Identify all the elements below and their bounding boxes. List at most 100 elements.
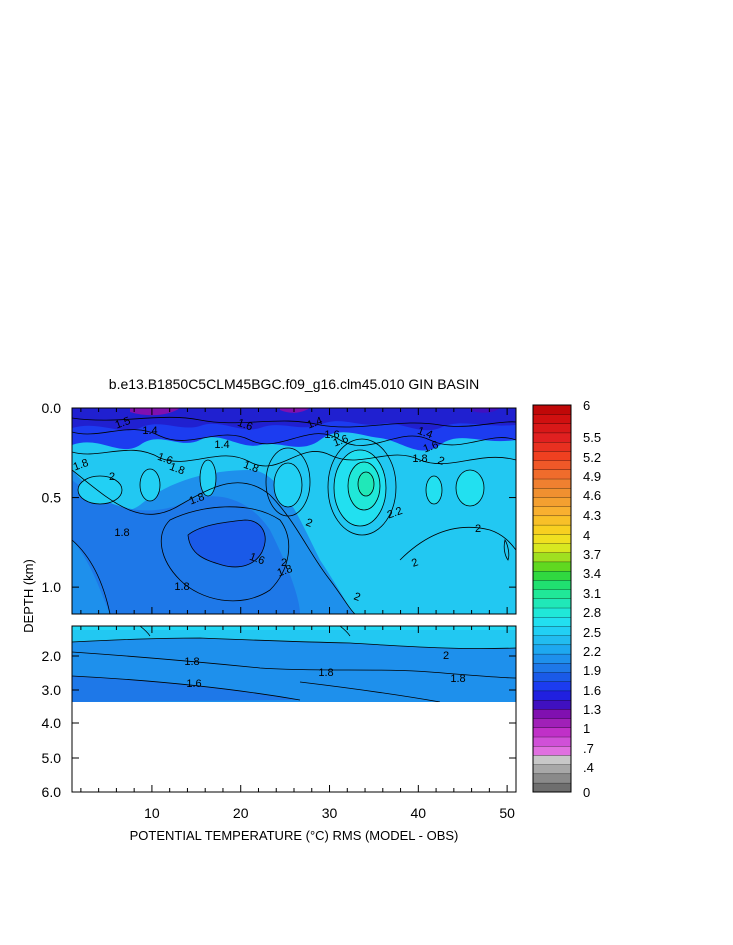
colorbar-label: 1 [583,721,590,736]
contour-label: 2 [109,471,115,483]
x-tick-label: 50 [499,805,515,821]
colorbar-label: 1.3 [583,702,601,717]
colorbar-swatch [532,524,572,535]
contour-label: 1.8 [168,461,186,478]
colorbar-swatch [532,745,572,756]
colorbar [532,404,572,793]
colorbar-label: 5.2 [583,450,601,465]
contour-label: 1.4 [214,439,229,451]
contour-label: 2 [410,556,420,569]
contour-label: 1.8 [318,667,333,679]
colorbar-swatch [532,782,572,793]
x-axis-label: POTENTIAL TEMPERATURE (°C) RMS (MODEL - … [130,828,459,843]
colorbar-swatch [532,764,572,775]
colorbar-label: 3.4 [583,566,601,581]
colorbar-label: 4 [583,528,590,543]
colorbar-swatch [532,543,572,553]
chart-title: b.e13.B1850C5CLM45BGC.f09_g16.clm45.010 … [109,376,479,392]
colorbar-swatch [532,515,572,526]
y-tick-label: 3.0 [42,682,62,698]
colorbar-swatch [532,773,572,784]
y-tick-label: 4.0 [42,715,62,731]
contour-label: 1.8 [450,673,465,685]
y-tick-label: 5.0 [42,750,62,766]
colorbar-swatch [532,506,572,517]
colorbar-swatch [532,460,572,470]
contour-label: 2 [443,650,449,662]
contour-label: 1.8 [184,656,199,668]
contour-label: 1.4 [416,425,434,442]
contour-label: 1.4 [142,425,157,437]
contour-label: 2.2 [386,505,404,522]
contour-label: 2 [475,523,481,535]
colorbar-label: 4.3 [583,508,601,523]
colorbar-label: 5.5 [583,430,601,445]
colorbar-swatch [532,570,572,581]
colorbar-swatch [532,441,572,452]
colorbar-swatch [532,496,572,507]
colorbar-swatch [532,718,572,728]
colorbar-swatch [532,754,572,765]
colorbar-swatch [532,414,572,424]
contour-label: 1.6 [324,429,339,441]
colorbar-frame [532,404,572,793]
contour-label: 1.8 [72,457,90,474]
colorbar-label: 3.1 [583,586,601,601]
colorbar-label: 1.9 [583,663,601,678]
contour-labels-lower: 1.81.81.621.8 [184,650,465,690]
colorbar-swatch [532,589,572,599]
contour-label: 1.8 [114,527,129,539]
x-tick-label: 30 [322,805,338,821]
y-tick-label: 1.0 [42,579,62,595]
colorbar-swatch [532,432,572,443]
contour-label: 1.4 [306,415,324,432]
contour-label: 1.6 [422,439,440,456]
colorbar-label: .4 [583,760,594,775]
x-tick-label: 20 [233,805,249,821]
x-axis-ticks: 10 20 30 40 50 [80,408,515,821]
colorbar-swatch [532,478,572,489]
contour-label: 2 [304,516,314,529]
colorbar-swatch [532,487,572,498]
y-axis-label: DEPTH (km) [21,559,36,633]
colorbar-labels: 6 5.5 5.2 4.9 4.6 4.3 4 3.7 3.4 3.1 2.8 2.5 2.2 1.9 1.… [583,398,601,800]
contour-label: 2 [281,557,287,569]
colorbar-swatch [532,616,572,627]
contour-label: 1.8 [276,563,294,580]
contour-label: 1.6 [186,678,201,690]
colorbar-swatch [532,690,572,701]
colorbar-swatch [532,653,572,664]
colorbar-swatch [532,635,572,646]
contour-label: 1.5 [114,415,132,432]
colorbar-swatch [532,681,572,692]
colorbar-label: 4.9 [583,469,601,484]
y-axis-ticks-upper: 0.0 0.5 1.0 [42,400,516,595]
contour-label: 1.6 [156,451,174,468]
colorbar-swatch [532,579,572,590]
colorbar-swatch [532,469,572,480]
contour-labels-upper: 1.5 1.41.61.81.41.6 1.41.61.81.62 1.81.81.8… [72,415,481,604]
colorbar-label: 6 [583,398,590,413]
colorbar-swatch [532,736,572,747]
colorbar-label: 4.6 [583,488,601,503]
colorbar-swatch [532,598,572,609]
contour-label: 1.6 [236,417,254,434]
contour-label: 1.8 [242,459,260,476]
colorbar-swatch [532,423,572,434]
colorbar-swatch [532,552,572,563]
colorbar-swatch [532,607,572,618]
upper-panel-field [72,408,516,614]
contour-label: 1.6 [248,551,266,568]
contour-label: 2 [436,454,446,467]
colorbar-label: 2.2 [583,644,601,659]
colorbar-swatch [532,404,572,415]
colorbar-swatch [532,699,572,710]
colorbar-label: 2.5 [583,625,601,640]
lower-panel-field [72,626,516,702]
contour-label: 1.8 [412,453,427,465]
colorbar-swatch [532,672,572,682]
colorbar-swatch [532,727,572,738]
y-tick-label: 6.0 [42,784,62,800]
colorbar-label: 2.8 [583,605,601,620]
colorbar-swatch [532,533,572,544]
